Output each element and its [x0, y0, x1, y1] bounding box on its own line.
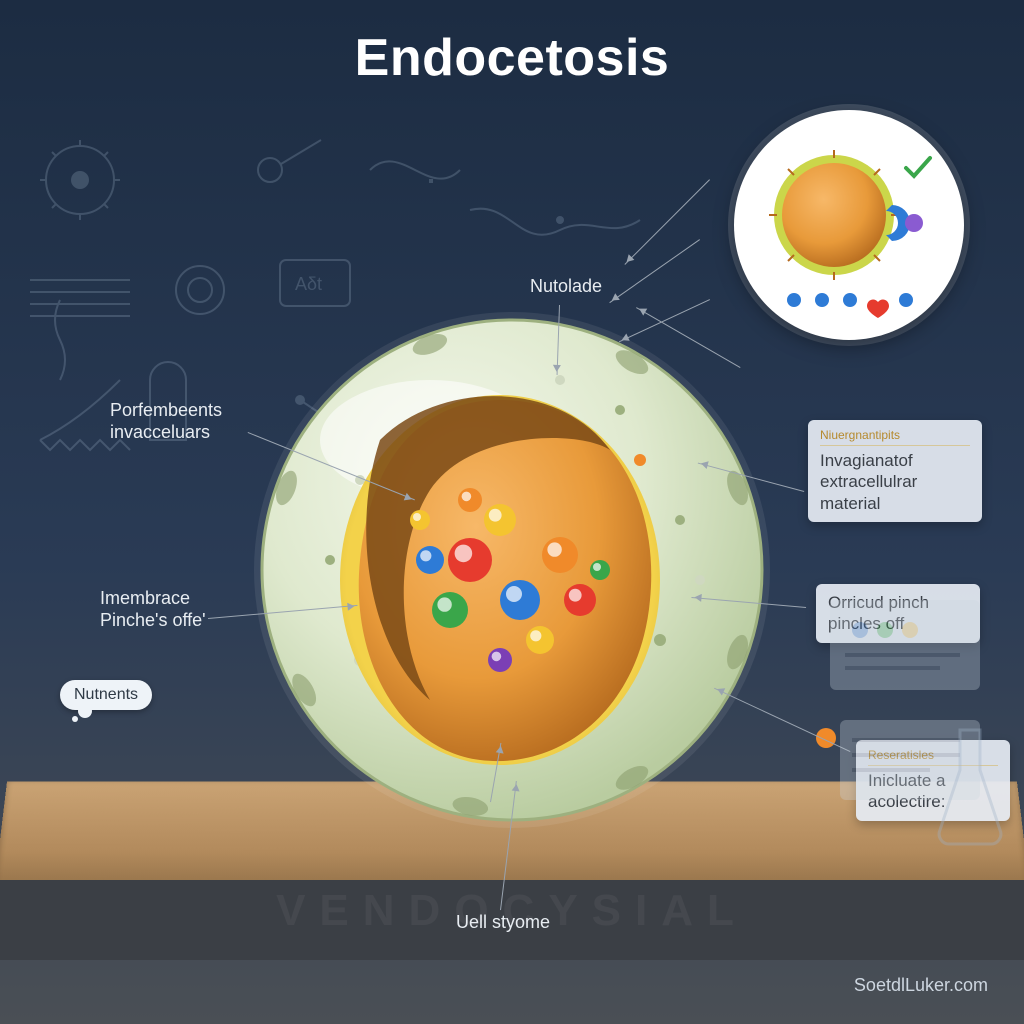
card-header: Niuergnantipits [820, 428, 970, 446]
label-text: Porfembeents [110, 400, 222, 420]
watermark-text: VENDOCYSIAL [0, 886, 1024, 936]
zoom-inset [734, 110, 964, 340]
label-text: material [820, 494, 880, 513]
label-left-mid: Imembrace Pinche's offe' [100, 588, 206, 631]
diagram-stage: Aδt [0, 0, 1024, 1024]
background-flask [930, 720, 1010, 860]
label-top: Nutolade [530, 276, 602, 298]
card-right-mid: Niuergnantipits Invagianatof extracellul… [808, 420, 982, 522]
diagram-title: Endocetosis [0, 28, 1024, 88]
label-text: Imembrace [100, 588, 190, 608]
bubble-nutrients: Nutnents [60, 680, 152, 710]
label-text: Invagianatof [820, 451, 913, 470]
label-text: invacceluars [110, 422, 210, 442]
label-text: Pinche's offe' [100, 610, 206, 630]
label-text: extracellulrar [820, 472, 917, 491]
credit-text: SoetdlLuker.com [854, 975, 988, 996]
label-left-upper: Porfembeents invacceluars [110, 400, 222, 443]
